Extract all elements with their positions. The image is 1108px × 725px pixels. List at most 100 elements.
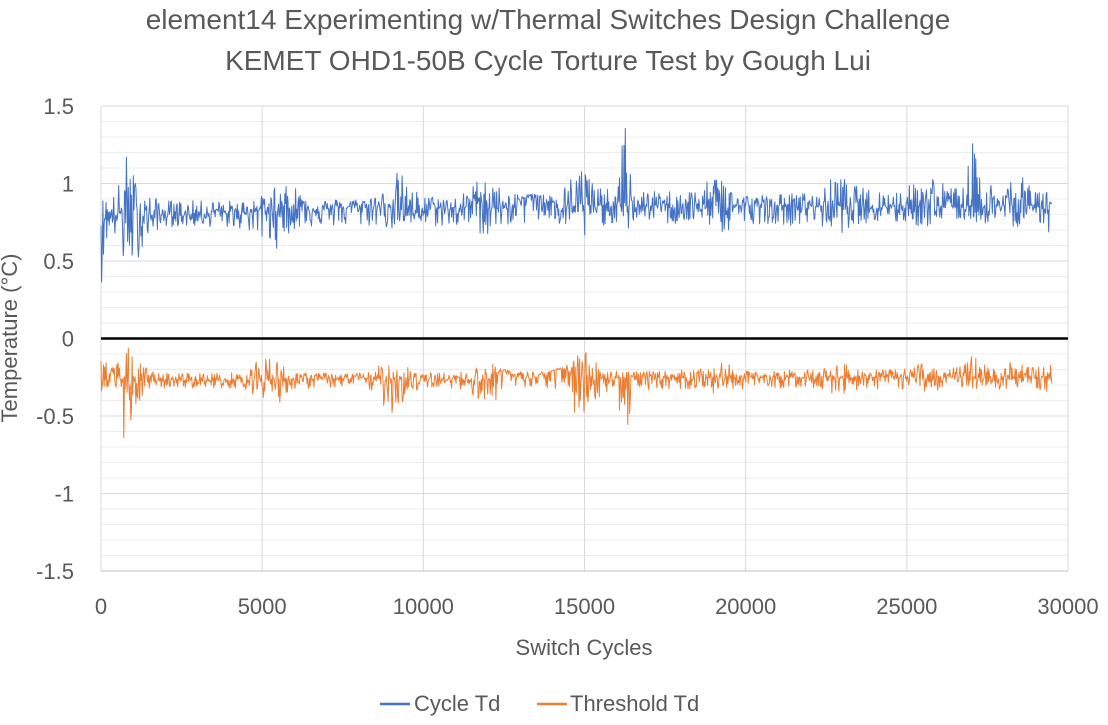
data-point <box>882 379 884 381</box>
data-point <box>221 379 223 381</box>
data-point <box>672 206 674 208</box>
data-point <box>148 378 150 380</box>
data-point <box>164 213 167 216</box>
data-point <box>350 212 352 214</box>
x-tick-label: 30000 <box>1037 594 1098 619</box>
data-point <box>954 378 956 380</box>
data-point <box>156 379 158 381</box>
data-point <box>277 379 279 381</box>
data-point <box>511 209 513 211</box>
data-point <box>648 209 650 211</box>
data-point <box>463 213 465 216</box>
data-point <box>253 381 255 383</box>
data-point <box>849 376 852 378</box>
data-point <box>688 378 690 380</box>
data-point <box>237 215 239 217</box>
chart-subtitle: KEMET OHD1-50B Cycle Torture Test by Gou… <box>225 45 871 76</box>
data-point <box>817 378 819 380</box>
data-point <box>172 215 175 217</box>
data-point <box>600 209 602 211</box>
data-point <box>189 213 191 216</box>
data-point <box>656 207 658 209</box>
data-point <box>898 210 900 212</box>
data-point <box>366 212 368 214</box>
data-point <box>906 209 908 211</box>
data-point <box>978 207 981 209</box>
legend: Cycle Td Threshold Td <box>380 691 699 716</box>
data-point <box>874 379 876 381</box>
data-point <box>374 213 376 216</box>
y-tick-label: 1.5 <box>43 94 74 119</box>
data-point <box>382 379 384 381</box>
data-point <box>463 379 465 381</box>
data-point <box>446 379 449 381</box>
data-point <box>1035 209 1037 211</box>
data-point <box>914 378 916 380</box>
data-point <box>358 379 360 381</box>
series-trace <box>100 347 1053 439</box>
data-point <box>600 378 602 380</box>
data-point <box>632 206 634 208</box>
data-point <box>116 379 118 381</box>
data-point <box>318 379 320 381</box>
data-point <box>205 213 207 216</box>
data-point <box>551 210 553 212</box>
data-point <box>446 212 449 214</box>
data-point <box>680 378 682 380</box>
data-point <box>455 213 457 216</box>
data-point <box>390 210 392 212</box>
data-point <box>132 217 134 219</box>
axes: 1.5 1 0.5 0 -0.5 -1 -1.5 0 5000 10000 15000 20000 25… <box>36 94 1099 619</box>
data-point <box>1051 376 1053 378</box>
data-point <box>414 379 416 381</box>
data-point <box>930 212 932 214</box>
data-point <box>197 379 199 381</box>
data-point <box>632 378 634 380</box>
data-point <box>809 378 811 380</box>
data-point <box>583 376 586 378</box>
data-point <box>430 379 432 381</box>
data-point <box>543 209 545 211</box>
data-point <box>986 378 989 380</box>
data-point <box>132 382 134 385</box>
data-point <box>890 210 892 212</box>
data-point <box>865 378 868 380</box>
data-point <box>309 213 312 216</box>
data-point <box>390 379 392 381</box>
data-point <box>592 378 594 380</box>
x-axis-label: Switch Cycles <box>516 635 653 660</box>
data-point <box>729 207 731 209</box>
data-point <box>124 217 126 219</box>
data-point <box>737 207 739 209</box>
data-point <box>656 378 658 380</box>
data-point <box>769 206 771 208</box>
data-point <box>712 376 715 378</box>
data-point <box>366 379 368 381</box>
data-point <box>970 206 972 208</box>
data-point <box>1011 209 1013 211</box>
data-point <box>793 204 795 206</box>
data-point <box>680 207 682 209</box>
data-point <box>181 213 183 216</box>
data-point <box>309 379 312 381</box>
data-point <box>277 213 279 216</box>
data-point <box>1002 378 1005 380</box>
data-point <box>495 378 497 380</box>
data-point <box>285 212 287 214</box>
chart-title: element14 Experimenting w/Thermal Switch… <box>146 4 951 35</box>
data-point <box>511 378 513 380</box>
data-point <box>809 204 811 206</box>
x-tick-label: 5000 <box>238 594 287 619</box>
data-point <box>922 379 924 381</box>
data-point <box>479 209 481 211</box>
data-point <box>406 379 408 381</box>
data-point <box>471 212 473 214</box>
data-point <box>954 207 956 209</box>
data-point <box>825 378 827 380</box>
data-point <box>882 209 884 211</box>
data-point <box>825 206 827 208</box>
data-point <box>592 207 594 209</box>
data-point <box>334 379 336 381</box>
data-point <box>559 210 561 212</box>
